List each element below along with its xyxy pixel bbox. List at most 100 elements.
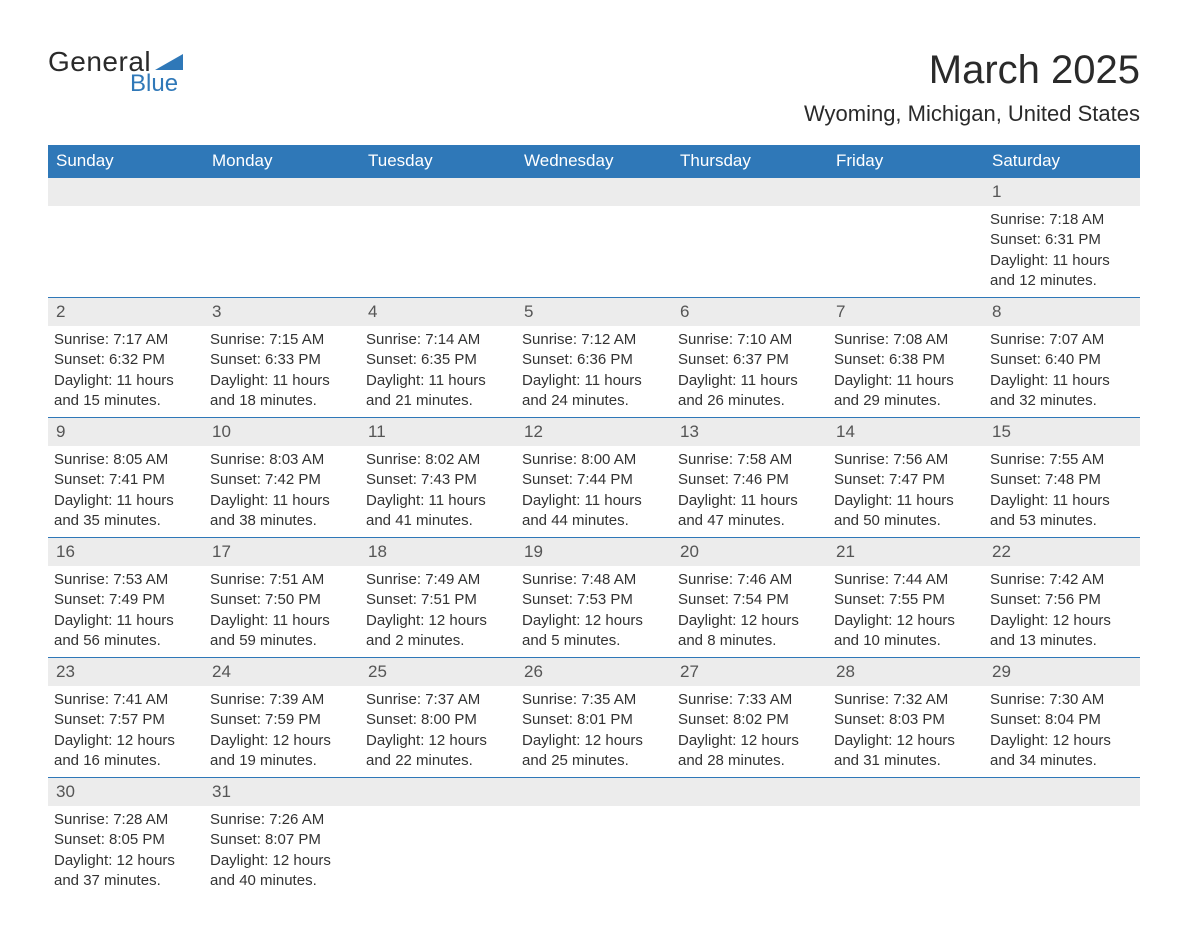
sunrise-text: Sunrise: 8:05 AM	[54, 450, 198, 470]
daylight-line1: Daylight: 11 hours	[990, 251, 1134, 271]
daylight-line2: and 16 minutes.	[54, 751, 198, 771]
sunrise-text: Sunrise: 7:14 AM	[366, 330, 510, 350]
day-data: Sunrise: 7:32 AMSunset: 8:03 PMDaylight:…	[828, 686, 984, 777]
weekday-header: Sunday	[48, 145, 204, 178]
sunset-text: Sunset: 6:32 PM	[54, 350, 198, 370]
sunset-text: Sunset: 8:04 PM	[990, 710, 1134, 730]
day-data: Sunrise: 7:58 AMSunset: 7:46 PMDaylight:…	[672, 446, 828, 537]
sunset-text: Sunset: 7:47 PM	[834, 470, 978, 490]
calendar-cell	[516, 778, 672, 898]
sunset-text: Sunset: 7:43 PM	[366, 470, 510, 490]
sunrise-text: Sunrise: 7:51 AM	[210, 570, 354, 590]
daylight-line1: Daylight: 11 hours	[366, 371, 510, 391]
sunrise-text: Sunrise: 8:00 AM	[522, 450, 666, 470]
calendar-cell: 17Sunrise: 7:51 AMSunset: 7:50 PMDayligh…	[204, 538, 360, 658]
daylight-line2: and 29 minutes.	[834, 391, 978, 411]
daylight-line1: Daylight: 12 hours	[522, 731, 666, 751]
calendar-cell	[828, 178, 984, 298]
day-number: 26	[516, 658, 672, 686]
calendar-cell: 13Sunrise: 7:58 AMSunset: 7:46 PMDayligh…	[672, 418, 828, 538]
daylight-line1: Daylight: 12 hours	[678, 731, 822, 751]
daylight-line2: and 24 minutes.	[522, 391, 666, 411]
sunset-text: Sunset: 8:05 PM	[54, 830, 198, 850]
sunset-text: Sunset: 7:49 PM	[54, 590, 198, 610]
day-number: 18	[360, 538, 516, 566]
sunrise-text: Sunrise: 7:35 AM	[522, 690, 666, 710]
day-number: 2	[48, 298, 204, 326]
calendar-row: 2 Sunrise: 7:17 AMSunset: 6:32 PM Daylight…	[48, 298, 1140, 418]
empty-day	[360, 178, 516, 206]
sunset-text: Sunset: 6:33 PM	[210, 350, 354, 370]
day-data: Sunrise: 7:51 AMSunset: 7:50 PMDaylight:…	[204, 566, 360, 657]
day-data: Sunrise: 8:05 AMSunset: 7:41 PMDaylight:…	[48, 446, 204, 537]
sunset-text: Sunset: 8:01 PM	[522, 710, 666, 730]
day-data: Sunrise: 8:03 AMSunset: 7:42 PMDaylight:…	[204, 446, 360, 537]
daylight-line1: Daylight: 11 hours	[834, 491, 978, 511]
day-number: 1	[984, 178, 1140, 206]
day-data: Sunrise: 7:18 AMSunset: 6:31 PMDaylight:…	[984, 206, 1140, 297]
calendar-cell: 30Sunrise: 7:28 AMSunset: 8:05 PMDayligh…	[48, 778, 204, 898]
sunset-text: Sunset: 7:46 PM	[678, 470, 822, 490]
sunrise-text: Sunrise: 7:30 AM	[990, 690, 1134, 710]
day-data: Sunrise: 7:48 AMSunset: 7:53 PMDaylight:…	[516, 566, 672, 657]
calendar-row: 23Sunrise: 7:41 AMSunset: 7:57 PMDayligh…	[48, 658, 1140, 778]
sunrise-text: Sunrise: 7:39 AM	[210, 690, 354, 710]
daylight-line2: and 18 minutes.	[210, 391, 354, 411]
sunrise-text: Sunrise: 7:46 AM	[678, 570, 822, 590]
day-number: 27	[672, 658, 828, 686]
day-data: Sunrise: 7:30 AMSunset: 8:04 PMDaylight:…	[984, 686, 1140, 777]
weekday-header: Friday	[828, 145, 984, 178]
daylight-line2: and 44 minutes.	[522, 511, 666, 531]
daylight-line2: and 38 minutes.	[210, 511, 354, 531]
calendar-cell: 11Sunrise: 8:02 AMSunset: 7:43 PMDayligh…	[360, 418, 516, 538]
logo-text-blue: Blue	[130, 72, 183, 96]
sunset-text: Sunset: 6:31 PM	[990, 230, 1134, 250]
calendar-row: 9Sunrise: 8:05 AMSunset: 7:41 PMDaylight…	[48, 418, 1140, 538]
empty-day	[204, 178, 360, 206]
daylight-line2: and 47 minutes.	[678, 511, 822, 531]
weekday-header: Thursday	[672, 145, 828, 178]
daylight-line2: and 53 minutes.	[990, 511, 1134, 531]
weekday-header: Wednesday	[516, 145, 672, 178]
calendar-row: 30Sunrise: 7:28 AMSunset: 8:05 PMDayligh…	[48, 778, 1140, 898]
calendar-cell	[48, 178, 204, 298]
calendar-cell	[360, 178, 516, 298]
empty-day	[48, 178, 204, 206]
daylight-line1: Daylight: 12 hours	[54, 731, 198, 751]
daylight-line2: and 26 minutes.	[678, 391, 822, 411]
daylight-line1: Daylight: 11 hours	[210, 371, 354, 391]
sunrise-text: Sunrise: 7:12 AM	[522, 330, 666, 350]
sunrise-text: Sunrise: 7:07 AM	[990, 330, 1134, 350]
day-number: 28	[828, 658, 984, 686]
sunrise-text: Sunrise: 7:10 AM	[678, 330, 822, 350]
day-data: Sunrise: 7:55 AMSunset: 7:48 PMDaylight:…	[984, 446, 1140, 537]
calendar-cell: 7Sunrise: 7:08 AMSunset: 6:38 PMDaylight…	[828, 298, 984, 418]
daylight-line2: and 34 minutes.	[990, 751, 1134, 771]
day-number: 20	[672, 538, 828, 566]
calendar-cell: 24Sunrise: 7:39 AMSunset: 7:59 PMDayligh…	[204, 658, 360, 778]
calendar-cell	[828, 778, 984, 898]
day-number: 23	[48, 658, 204, 686]
day-number: 6	[672, 298, 828, 326]
daylight-line2: and 8 minutes.	[678, 631, 822, 651]
sunrise-text: Sunrise: 7:17 AM	[54, 330, 198, 350]
calendar-cell: 12Sunrise: 8:00 AMSunset: 7:44 PMDayligh…	[516, 418, 672, 538]
sunset-text: Sunset: 7:55 PM	[834, 590, 978, 610]
day-data: Sunrise: 7:08 AMSunset: 6:38 PMDaylight:…	[828, 326, 984, 417]
sunset-text: Sunset: 7:56 PM	[990, 590, 1134, 610]
daylight-line1: Daylight: 11 hours	[678, 371, 822, 391]
calendar-body: 1Sunrise: 7:18 AMSunset: 6:31 PMDaylight…	[48, 178, 1140, 898]
day-number: 29	[984, 658, 1140, 686]
daylight-line1: Daylight: 11 hours	[834, 371, 978, 391]
empty-day	[672, 778, 828, 806]
weekday-header-row: Sunday Monday Tuesday Wednesday Thursday…	[48, 145, 1140, 178]
day-number: 19	[516, 538, 672, 566]
calendar-cell: 20Sunrise: 7:46 AMSunset: 7:54 PMDayligh…	[672, 538, 828, 658]
sunset-text: Sunset: 7:54 PM	[678, 590, 822, 610]
day-number: 15	[984, 418, 1140, 446]
calendar-cell: 18Sunrise: 7:49 AMSunset: 7:51 PMDayligh…	[360, 538, 516, 658]
sunrise-text: Sunrise: 7:08 AM	[834, 330, 978, 350]
sunrise-text: Sunrise: 7:44 AM	[834, 570, 978, 590]
day-data: Sunrise: 7:15 AMSunset: 6:33 PMDaylight:…	[204, 326, 360, 417]
daylight-line1: Daylight: 12 hours	[834, 731, 978, 751]
